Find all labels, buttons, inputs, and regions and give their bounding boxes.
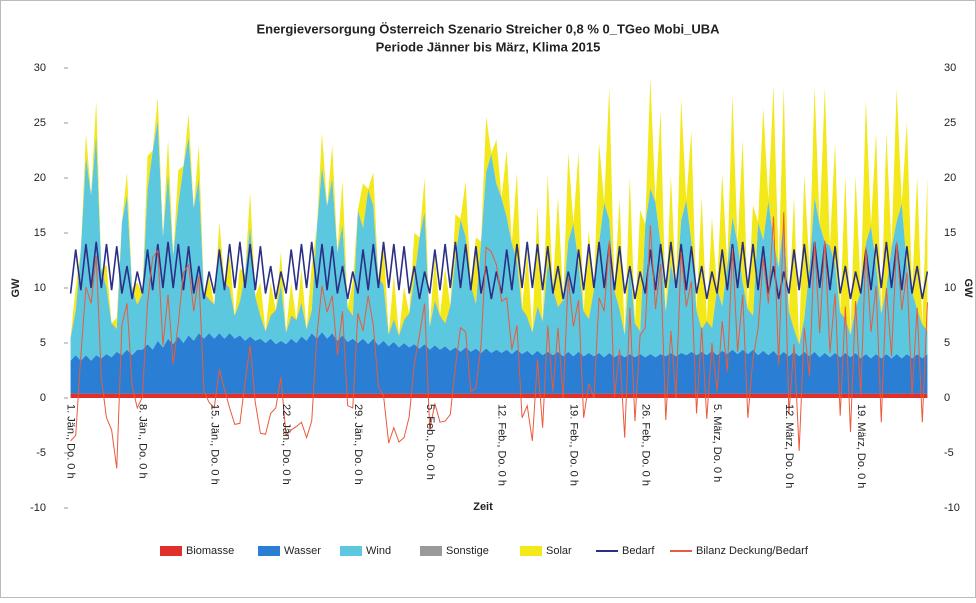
x-tick-label: 5. Feb., Do. 0 h xyxy=(424,404,436,480)
y-tick-label: 30 xyxy=(34,62,46,74)
y2-tick-label: 20 xyxy=(944,172,956,184)
x-tick-label: 5. März, Do. 0 h xyxy=(711,404,723,482)
y2-tick-label: 15 xyxy=(944,227,956,239)
x-tick-label: 22. Jän., Do. 0 h xyxy=(280,404,292,485)
x-tick-label: 12. Feb., Do. 0 h xyxy=(496,404,508,486)
legend-label: Sonstige xyxy=(446,545,489,557)
x-tick-label: 8. Jän., Do. 0 h xyxy=(136,404,148,479)
y-axis-label: GW xyxy=(10,278,22,298)
legend-label: Solar xyxy=(546,545,572,557)
x-axis-label: Zeit xyxy=(473,501,493,513)
x-tick-label: 29. Jän., Do. 0 h xyxy=(352,404,364,485)
legend-label: Wind xyxy=(366,545,391,557)
legend-label: Wasser xyxy=(284,545,321,557)
legend-swatch xyxy=(520,546,542,556)
x-tick-label: 19. Feb., Do. 0 h xyxy=(567,404,579,486)
y-tick-label: 0 xyxy=(40,392,46,404)
legend-swatch xyxy=(160,546,182,556)
area xyxy=(70,332,928,394)
legend-label: Biomasse xyxy=(186,545,234,557)
y2-axis-label: GW xyxy=(962,279,974,299)
legend-label: Bilanz Deckung/Bedarf xyxy=(696,545,809,557)
x-tick-label: 12. März, Do. 0 h xyxy=(783,404,795,488)
legend-swatch xyxy=(340,546,362,556)
y2-tick-label: 10 xyxy=(944,282,956,294)
area xyxy=(70,120,928,361)
legend-swatch xyxy=(258,546,280,556)
chart-title: Energieversorgung Österreich Szenario St… xyxy=(256,21,720,36)
y2-tick-label: -10 xyxy=(944,502,960,514)
line xyxy=(70,212,928,469)
y2-tick-label: -5 xyxy=(944,447,954,459)
area xyxy=(70,393,928,398)
y-tick-label: 20 xyxy=(34,172,46,184)
y-tick-label: 10 xyxy=(34,282,46,294)
chart-subtitle: Periode Jänner bis März, Klima 2015 xyxy=(376,39,601,54)
y2-tick-label: 5 xyxy=(944,337,950,349)
x-tick-label: 15. Jän., Do. 0 h xyxy=(208,404,220,485)
y-tick-label: 5 xyxy=(40,337,46,349)
y2-tick-label: 25 xyxy=(944,117,956,129)
y2-tick-label: 0 xyxy=(944,392,950,404)
y-tick-label: 15 xyxy=(34,227,46,239)
y-tick-label: 25 xyxy=(34,117,46,129)
legend-swatch xyxy=(420,546,442,556)
legend-label: Bedarf xyxy=(622,545,655,557)
y-tick-label: -10 xyxy=(30,502,46,514)
x-tick-label: 1. Jän., Do. 0 h xyxy=(65,404,77,479)
x-tick-label: 26. Feb., Do. 0 h xyxy=(639,404,651,486)
y-tick-label: -5 xyxy=(36,447,46,459)
x-tick-label: 19. März, Do. 0 h xyxy=(855,404,867,488)
y2-tick-label: 30 xyxy=(944,62,956,74)
